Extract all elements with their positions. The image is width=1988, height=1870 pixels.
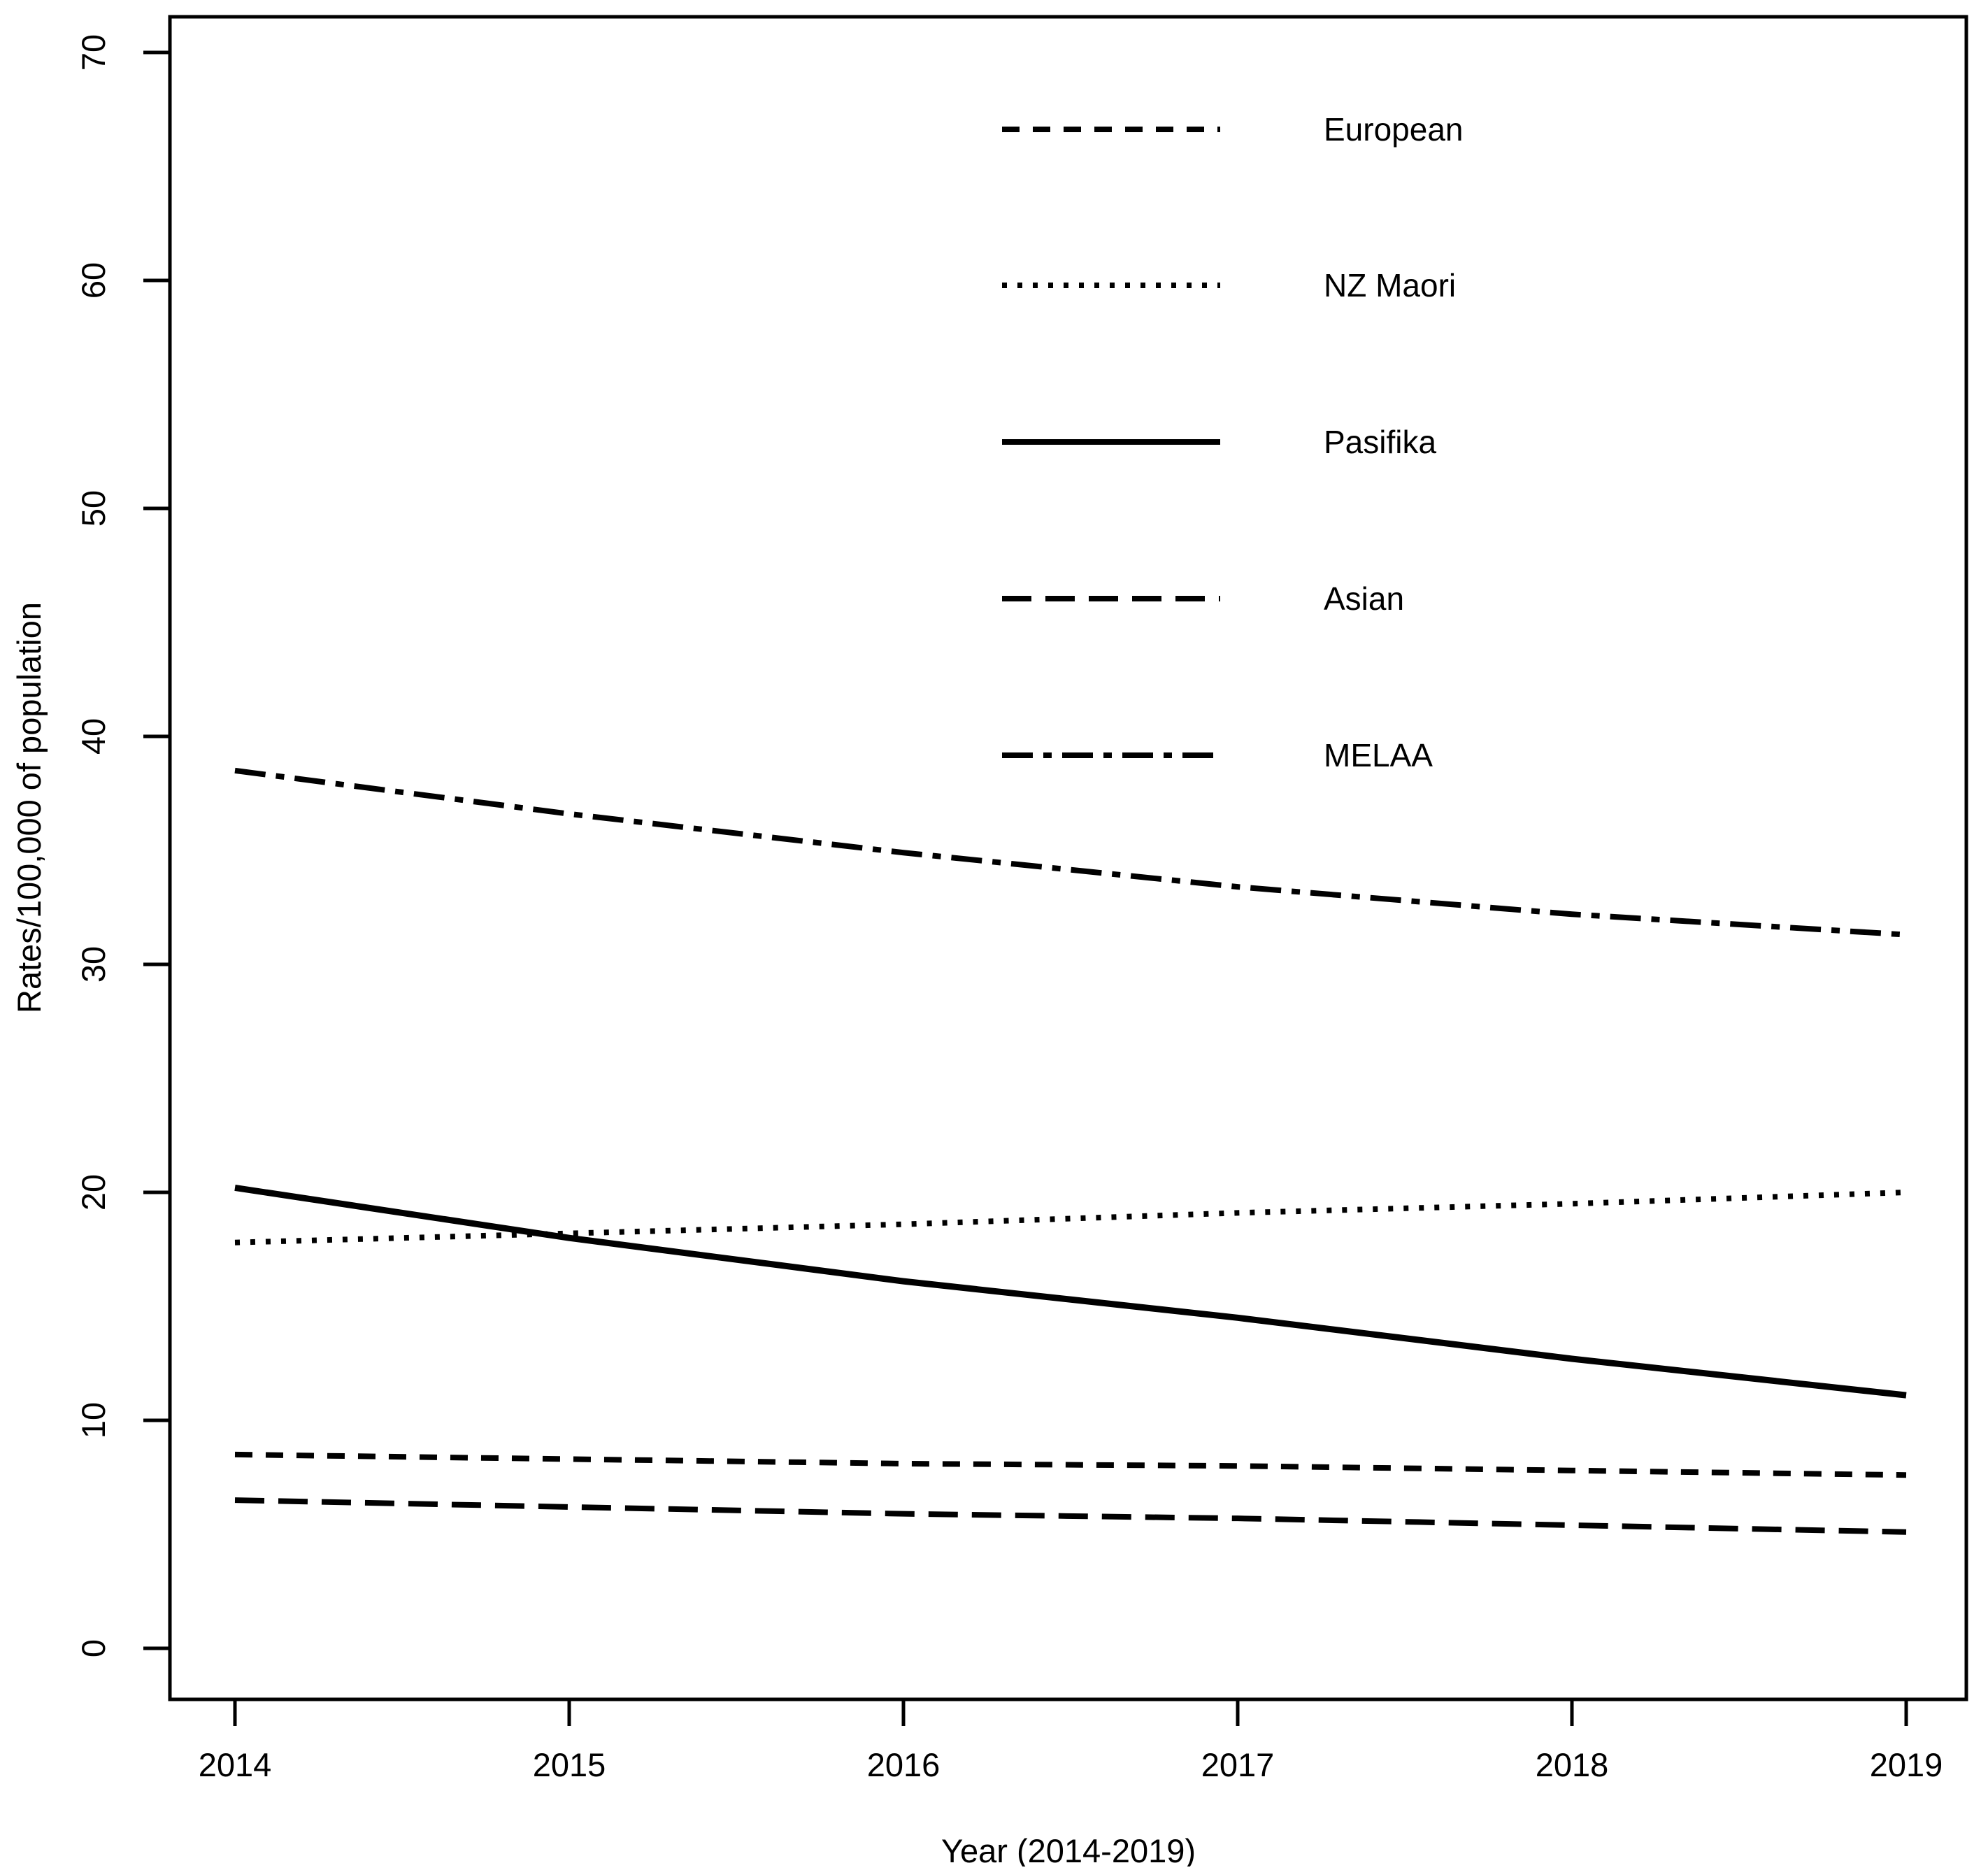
series-line-pasifika [234,1185,1907,1399]
series-line-european [234,1451,1907,1478]
x-tick-label: 2018 [1536,1746,1609,1783]
x-axis-ticks: 2014 2015 2016 2017 2018 2019 [199,1699,1943,1783]
legend: European NZ Maori Pasifika Asian MELAA [1002,111,1464,773]
y-tick-label: 10 [75,1402,112,1439]
legend-label-melaa: MELAA [1324,737,1433,773]
legend-label-pasifika: Pasifika [1324,424,1436,460]
x-tick-label: 2016 [867,1746,941,1783]
series-line-asian [234,1497,1907,1535]
y-axis-title: Rates/100,000 of population [10,602,48,1013]
y-tick-label: 30 [75,946,112,983]
legend-label-asian: Asian [1324,580,1404,617]
x-tick-label: 2019 [1870,1746,1943,1783]
legend-label-european: European [1324,111,1464,148]
y-tick-label: 40 [75,718,112,755]
x-tick-label: 2015 [533,1746,606,1783]
x-tick-label: 2014 [199,1746,272,1783]
x-axis-title: Year (2014-2019) [941,1832,1196,1867]
y-tick-label: 0 [75,1639,112,1657]
y-tick-label: 20 [75,1174,112,1211]
y-tick-label: 60 [75,262,112,299]
y-tick-label: 50 [75,490,112,527]
y-tick-label: 70 [75,34,112,71]
data-series-lines [234,767,1907,1535]
series-line-nz-maori [234,1190,1907,1246]
y-axis-ticks: 0 10 20 30 40 50 60 70 [75,34,170,1657]
x-tick-label: 2017 [1201,1746,1275,1783]
series-line-melaa [234,767,1907,938]
plot-border-box [168,15,1968,1701]
legend-label-nz-maori: NZ Maori [1324,267,1456,304]
